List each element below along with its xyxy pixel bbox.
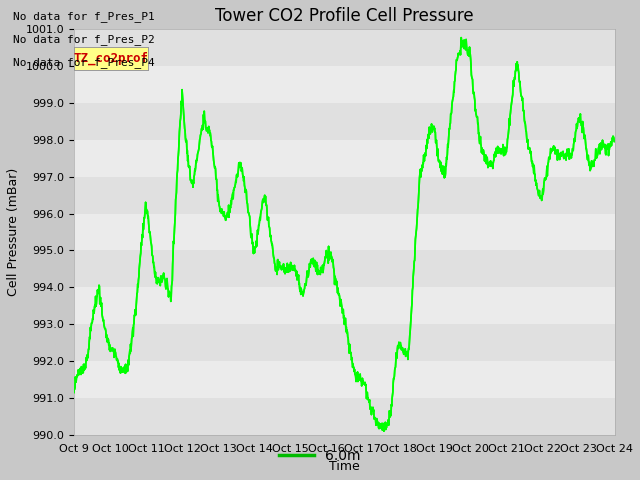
Bar xyxy=(74,398,614,435)
Bar xyxy=(74,29,614,66)
Text: TZ_co2prof: TZ_co2prof xyxy=(74,52,148,65)
Bar xyxy=(74,177,614,214)
Bar xyxy=(74,361,614,398)
Bar xyxy=(74,66,614,103)
Bar xyxy=(74,288,614,324)
Y-axis label: Cell Pressure (mBar): Cell Pressure (mBar) xyxy=(7,168,20,296)
Text: No data for f_Pres_P1: No data for f_Pres_P1 xyxy=(13,11,154,22)
Bar xyxy=(74,103,614,140)
Bar xyxy=(74,324,614,361)
Text: No data for f_Pres_P4: No data for f_Pres_P4 xyxy=(13,57,154,68)
X-axis label: Time: Time xyxy=(329,460,360,473)
Bar xyxy=(74,140,614,177)
Bar xyxy=(74,251,614,288)
Legend: 6.0m: 6.0m xyxy=(274,443,366,468)
Bar xyxy=(74,214,614,251)
Title: Tower CO2 Profile Cell Pressure: Tower CO2 Profile Cell Pressure xyxy=(215,7,474,25)
Text: No data for f_Pres_P2: No data for f_Pres_P2 xyxy=(13,34,154,45)
